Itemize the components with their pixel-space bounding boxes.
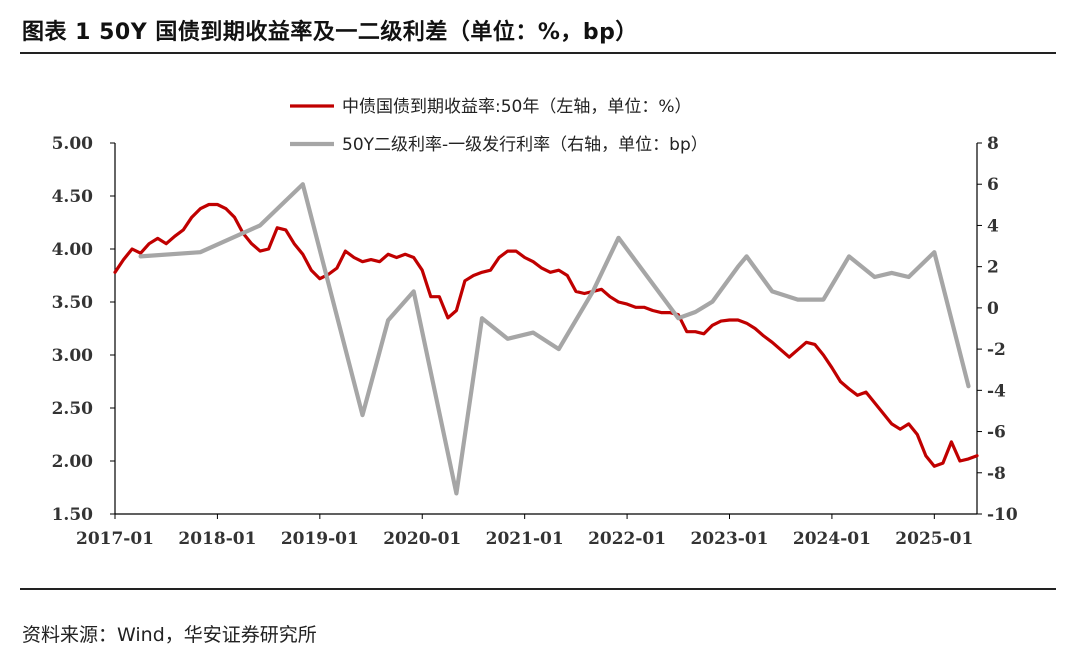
- x-tick-label: 2023-01: [690, 529, 768, 549]
- left-tick-label: 2.00: [52, 452, 94, 472]
- right-tick-label: -4: [987, 381, 1006, 401]
- left-tick-label: 4.00: [52, 240, 94, 260]
- left-tick-label: 4.50: [52, 187, 94, 207]
- chart: 1.50 2.00 2.50 3.00 3.50 4.00 4.50 5.00 -10 -8 -6 -…: [52, 97, 1018, 549]
- page-title: 图表 1 50Y 国债到期收益率及一二级利差（单位：%，bp）: [22, 20, 638, 45]
- series-spread-line: [138, 182, 971, 496]
- right-tick-label: 8: [987, 134, 999, 154]
- right-tick-label: -2: [987, 340, 1006, 360]
- x-tick-label: 2020-01: [383, 529, 461, 549]
- left-tick-label: 5.00: [52, 134, 94, 154]
- right-tick-label: 4: [987, 216, 999, 236]
- series-layer: [113, 182, 979, 496]
- right-tick-label: 0: [987, 299, 999, 319]
- legend: 中债国债到期收益率:50年（左轴，单位：%） 50Y二级利率-一级发行利率（右轴，…: [290, 97, 708, 155]
- right-tick-label: 6: [987, 175, 999, 195]
- right-tick-label: -10: [987, 505, 1018, 525]
- source-note: 资料来源：Wind，华安证券研究所: [22, 624, 317, 646]
- legend-label: 中债国债到期收益率:50年（左轴，单位：%）: [342, 97, 692, 117]
- legend-label: 50Y二级利率-一级发行利率（右轴，单位：bp）: [342, 135, 708, 155]
- series-yield-line: [113, 202, 979, 468]
- axes: 1.50 2.00 2.50 3.00 3.50 4.00 4.50 5.00 -10 -8 -6 -…: [52, 134, 1018, 549]
- x-tick-label: 2017-01: [76, 529, 154, 549]
- x-tick-label: 2022-01: [588, 529, 666, 549]
- x-tick-label: 2019-01: [281, 529, 359, 549]
- right-tick-label: -8: [987, 464, 1006, 484]
- x-tick-label: 2024-01: [793, 529, 871, 549]
- title-rule: [20, 52, 1056, 54]
- right-tick-label: -6: [987, 423, 1006, 443]
- x-tick-label: 2025-01: [895, 529, 973, 549]
- left-tick-label: 3.00: [52, 346, 94, 366]
- left-tick-label: 2.50: [52, 399, 94, 419]
- footer-rule: [20, 588, 1056, 590]
- left-tick-label: 3.50: [52, 293, 94, 313]
- x-tick-label: 2021-01: [486, 529, 564, 549]
- right-tick-label: 2: [987, 258, 999, 278]
- left-tick-label: 1.50: [52, 505, 94, 525]
- x-tick-label: 2018-01: [178, 529, 256, 549]
